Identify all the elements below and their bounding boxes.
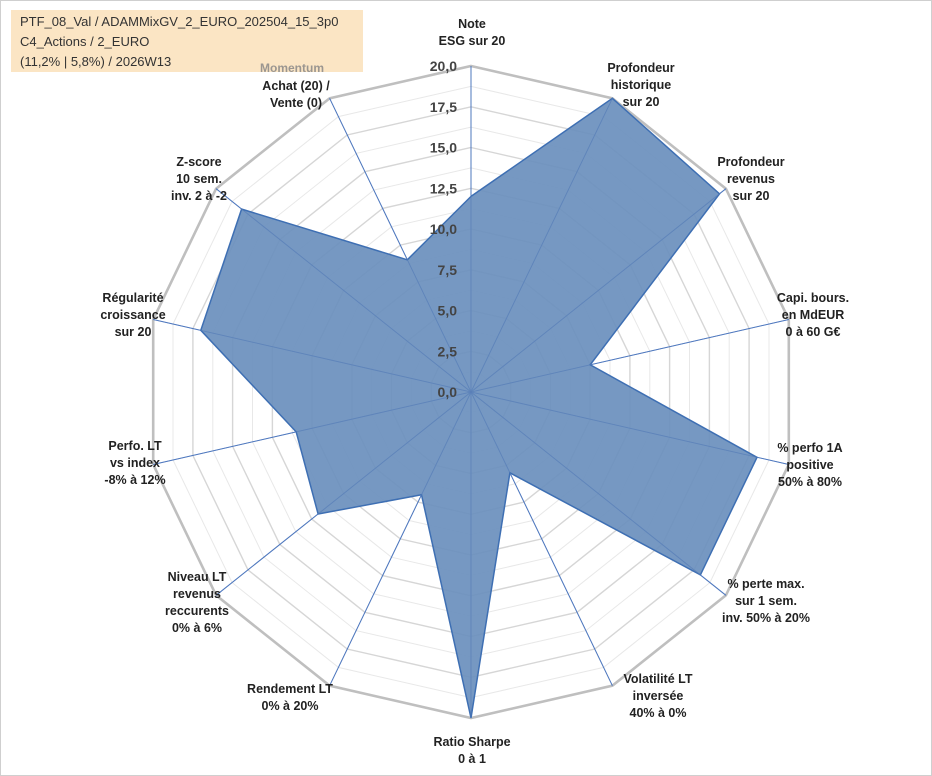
axis-label: vs index xyxy=(110,456,160,470)
axis-label: Profondeur xyxy=(607,61,674,75)
info-performance: (11,2% | 5,8%) / 2026W13 xyxy=(20,54,172,69)
axis-label: Ratio Sharpe xyxy=(433,735,510,749)
axis-label: en MdEUR xyxy=(782,308,845,322)
axis-label: Note xyxy=(458,17,486,31)
tick-label: 15,0 xyxy=(430,140,457,156)
axis-label: 10 sem. xyxy=(176,172,222,186)
axis-spoke-overlay xyxy=(470,188,727,393)
tick-label: 10,0 xyxy=(430,221,457,237)
axis-label: % perfo 1A xyxy=(777,441,842,455)
axis-spoke-overlay xyxy=(470,319,789,393)
axis-label: Vente (0) xyxy=(270,96,322,110)
axis-label: ESG sur 20 xyxy=(439,34,506,48)
axis-label: Volatilité LT xyxy=(624,672,693,686)
tick-label: 12,5 xyxy=(430,180,457,196)
info-category: C4_Actions / 2_EURO xyxy=(20,34,150,49)
axis-label: 40% à 0% xyxy=(630,706,687,720)
axis-spoke-overlay xyxy=(470,98,613,393)
axis-spoke-overlay xyxy=(470,391,727,596)
axis-label: croissance xyxy=(100,308,165,322)
axis-label: sur 20 xyxy=(623,95,660,109)
axis-label: inv. 50% à 20% xyxy=(722,611,810,625)
axis-spoke-overlay xyxy=(329,98,472,393)
axis-label: % perte max. xyxy=(727,577,804,591)
axis-label: sur 20 xyxy=(733,189,770,203)
axis-spoke-overlay xyxy=(153,319,472,393)
axis-label: reccurents xyxy=(165,604,229,618)
axis-label: Niveau LT xyxy=(168,570,227,584)
axis-spoke-overlay xyxy=(215,391,472,596)
axis-label: -8% à 12% xyxy=(104,473,165,487)
axis-label: Perfo. LT xyxy=(108,439,162,453)
axis-label: 0% à 6% xyxy=(172,621,222,635)
axis-label: Capi. bours. xyxy=(777,291,849,305)
axis-label: Profondeur xyxy=(717,155,784,169)
axis-spoke-overlay xyxy=(470,391,613,686)
tick-label: 0,0 xyxy=(438,384,458,400)
axis-label: revenus xyxy=(727,172,775,186)
info-box: PTF_08_Val / ADAMMixGV_2_EURO_202504_15_… xyxy=(11,10,363,72)
axis-label: revenus xyxy=(173,587,221,601)
tick-label: 2,5 xyxy=(438,343,458,359)
axis-label: 0% à 20% xyxy=(262,699,319,713)
axis-label: Achat (20) / xyxy=(262,79,330,93)
axis-label: sur 20 xyxy=(115,325,152,339)
info-title: PTF_08_Val / ADAMMixGV_2_EURO_202504_15_… xyxy=(20,14,339,29)
axis-label: inversée xyxy=(633,689,684,703)
axis-label: positive xyxy=(786,458,833,472)
axis-label: historique xyxy=(611,78,671,92)
axis-label: Régularité xyxy=(102,291,163,305)
axis-label: 0 à 1 xyxy=(458,752,486,766)
axis-label: Rendement LT xyxy=(247,682,333,696)
tick-label: 20,0 xyxy=(430,58,457,74)
tick-label: 7,5 xyxy=(438,262,458,278)
axis-label: inv. 2 à -2 xyxy=(171,189,227,203)
axis-spoke-overlay xyxy=(153,391,472,465)
axis-spoke-overlay xyxy=(215,188,472,393)
tick-label: 5,0 xyxy=(438,303,458,319)
section-label-momentum: Momentum xyxy=(260,61,324,75)
axis-label: 0 à 60 G€ xyxy=(786,325,841,339)
axis-spoke-overlay xyxy=(329,391,472,686)
axis-label: 50% à 80% xyxy=(778,475,842,489)
axis-label: Z-score xyxy=(176,155,221,169)
axis-spoke-overlay xyxy=(470,391,789,465)
tick-label: 17,5 xyxy=(430,99,457,115)
axis-label: sur 1 sem. xyxy=(735,594,797,608)
